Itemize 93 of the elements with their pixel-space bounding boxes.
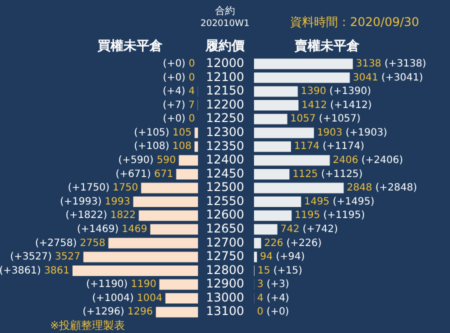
bar bbox=[133, 196, 198, 208]
data-label: (+590) 590 bbox=[118, 155, 176, 166]
y-tick-label: 12700 bbox=[206, 235, 244, 250]
bar bbox=[254, 196, 302, 208]
data-label: (+1190) 1190 bbox=[86, 279, 156, 290]
y-tick-label: 12350 bbox=[206, 138, 244, 153]
bar bbox=[254, 58, 353, 70]
y-tick-label: 12550 bbox=[206, 194, 244, 208]
bar bbox=[254, 86, 298, 97]
y-tick-label: 12500 bbox=[206, 180, 244, 194]
data-label: (+3861) 3861 bbox=[0, 265, 70, 276]
y-tick-label: 12150 bbox=[206, 84, 244, 98]
data-label: (+0) 0 bbox=[162, 58, 196, 70]
data-label: (+1822) 1822 bbox=[66, 210, 136, 222]
data-label: (+1296) 1296 bbox=[82, 306, 153, 318]
data-label: 3 (+3) bbox=[257, 279, 290, 290]
bar bbox=[254, 238, 262, 248]
data-label: (+1993) 1993 bbox=[60, 196, 130, 208]
data-label: (+1469) 1469 bbox=[77, 224, 148, 235]
text: 202010W1 bbox=[200, 19, 250, 29]
text: 資料時間：2020/09/30 bbox=[290, 14, 420, 31]
data-label: (+2758) 2758 bbox=[35, 238, 106, 249]
text: 合約 bbox=[215, 5, 235, 18]
x-axis-title: 買權未平倉 bbox=[98, 38, 162, 55]
bar bbox=[83, 252, 198, 262]
bar bbox=[254, 72, 350, 83]
bar bbox=[194, 128, 198, 138]
bar bbox=[254, 252, 257, 262]
data-label: 0 (+0) bbox=[257, 306, 290, 318]
y-tick-label: 12100 bbox=[206, 70, 244, 84]
data-label: 1125 (+1125) bbox=[292, 168, 363, 180]
y-tick-label: 12750 bbox=[206, 249, 244, 264]
bar bbox=[176, 168, 198, 180]
y-axis-title: 履約價 bbox=[206, 38, 244, 55]
y-tick-label: 12650 bbox=[206, 221, 244, 236]
data-label: 3138 (+3138) bbox=[356, 58, 426, 70]
data-label: 2848 (+2848) bbox=[346, 182, 418, 194]
bar bbox=[156, 306, 198, 318]
data-label: 742 (+742) bbox=[280, 224, 338, 235]
bar bbox=[254, 155, 330, 166]
y-tick-label: 13000 bbox=[206, 290, 244, 304]
y-tick-label: 12200 bbox=[206, 97, 244, 112]
data-label: (+0) 0 bbox=[162, 114, 196, 125]
data-label: (+108) 108 bbox=[134, 141, 192, 152]
bar bbox=[141, 182, 198, 194]
data-label: (+105) 105 bbox=[134, 127, 192, 138]
data-label: 1903 (+1903) bbox=[316, 127, 388, 138]
data-label: 1412 (+1412) bbox=[301, 100, 372, 111]
y-tick-label: 12400 bbox=[206, 152, 244, 167]
y-tick-label: 12300 bbox=[206, 124, 244, 139]
data-label: (+671) 671 bbox=[116, 168, 174, 180]
bar bbox=[108, 238, 198, 248]
data-label: 15 (+15) bbox=[257, 265, 302, 276]
bar bbox=[254, 210, 292, 221]
bar bbox=[165, 293, 198, 304]
x-axis-title: 賣權未平倉 bbox=[294, 38, 360, 55]
bar bbox=[178, 155, 198, 166]
bar bbox=[254, 114, 288, 124]
y-tick-label: 12450 bbox=[206, 166, 244, 180]
bar bbox=[159, 279, 198, 290]
y-tick-label: 12900 bbox=[206, 276, 244, 291]
data-label: (+7) 7 bbox=[162, 100, 195, 111]
y-tick-label: 12600 bbox=[206, 208, 244, 222]
y-tick-label: 12000 bbox=[206, 56, 244, 70]
y-tick-label: 13100 bbox=[206, 304, 244, 318]
bar bbox=[254, 141, 291, 152]
bar bbox=[254, 128, 314, 138]
bar bbox=[254, 100, 298, 111]
y-tick-label: 12250 bbox=[206, 111, 244, 126]
data-label: 2406 (+2406) bbox=[332, 155, 404, 166]
data-label: 3041 (+3041) bbox=[352, 72, 424, 84]
data-label: (+1750) 1750 bbox=[68, 182, 138, 194]
bar bbox=[254, 224, 278, 235]
data-label: (+3527) 3527 bbox=[10, 252, 80, 263]
data-label: 4 (+4) bbox=[257, 292, 290, 304]
bar bbox=[138, 210, 198, 221]
data-label: (+4) 4 bbox=[162, 86, 195, 98]
bar bbox=[254, 168, 290, 180]
data-label: 1195 (+1195) bbox=[294, 210, 365, 222]
bar bbox=[150, 224, 198, 235]
data-label: 1495 (+1495) bbox=[304, 196, 374, 208]
text: ※投顧整理製表 bbox=[50, 318, 126, 333]
data-label: (+0) 0 bbox=[162, 72, 196, 84]
data-label: 1057 (+1057) bbox=[290, 114, 361, 125]
data-label: 226 (+226) bbox=[264, 238, 322, 249]
data-label: 94 (+94) bbox=[260, 252, 305, 263]
bar bbox=[194, 141, 198, 152]
bar bbox=[254, 182, 344, 194]
bar bbox=[72, 265, 198, 276]
data-label: 1390 (+1390) bbox=[300, 86, 372, 98]
y-tick-label: 12800 bbox=[206, 262, 244, 277]
data-label: (+1004) 1004 bbox=[92, 292, 162, 304]
data-label: 1174 (+1174) bbox=[294, 141, 364, 152]
